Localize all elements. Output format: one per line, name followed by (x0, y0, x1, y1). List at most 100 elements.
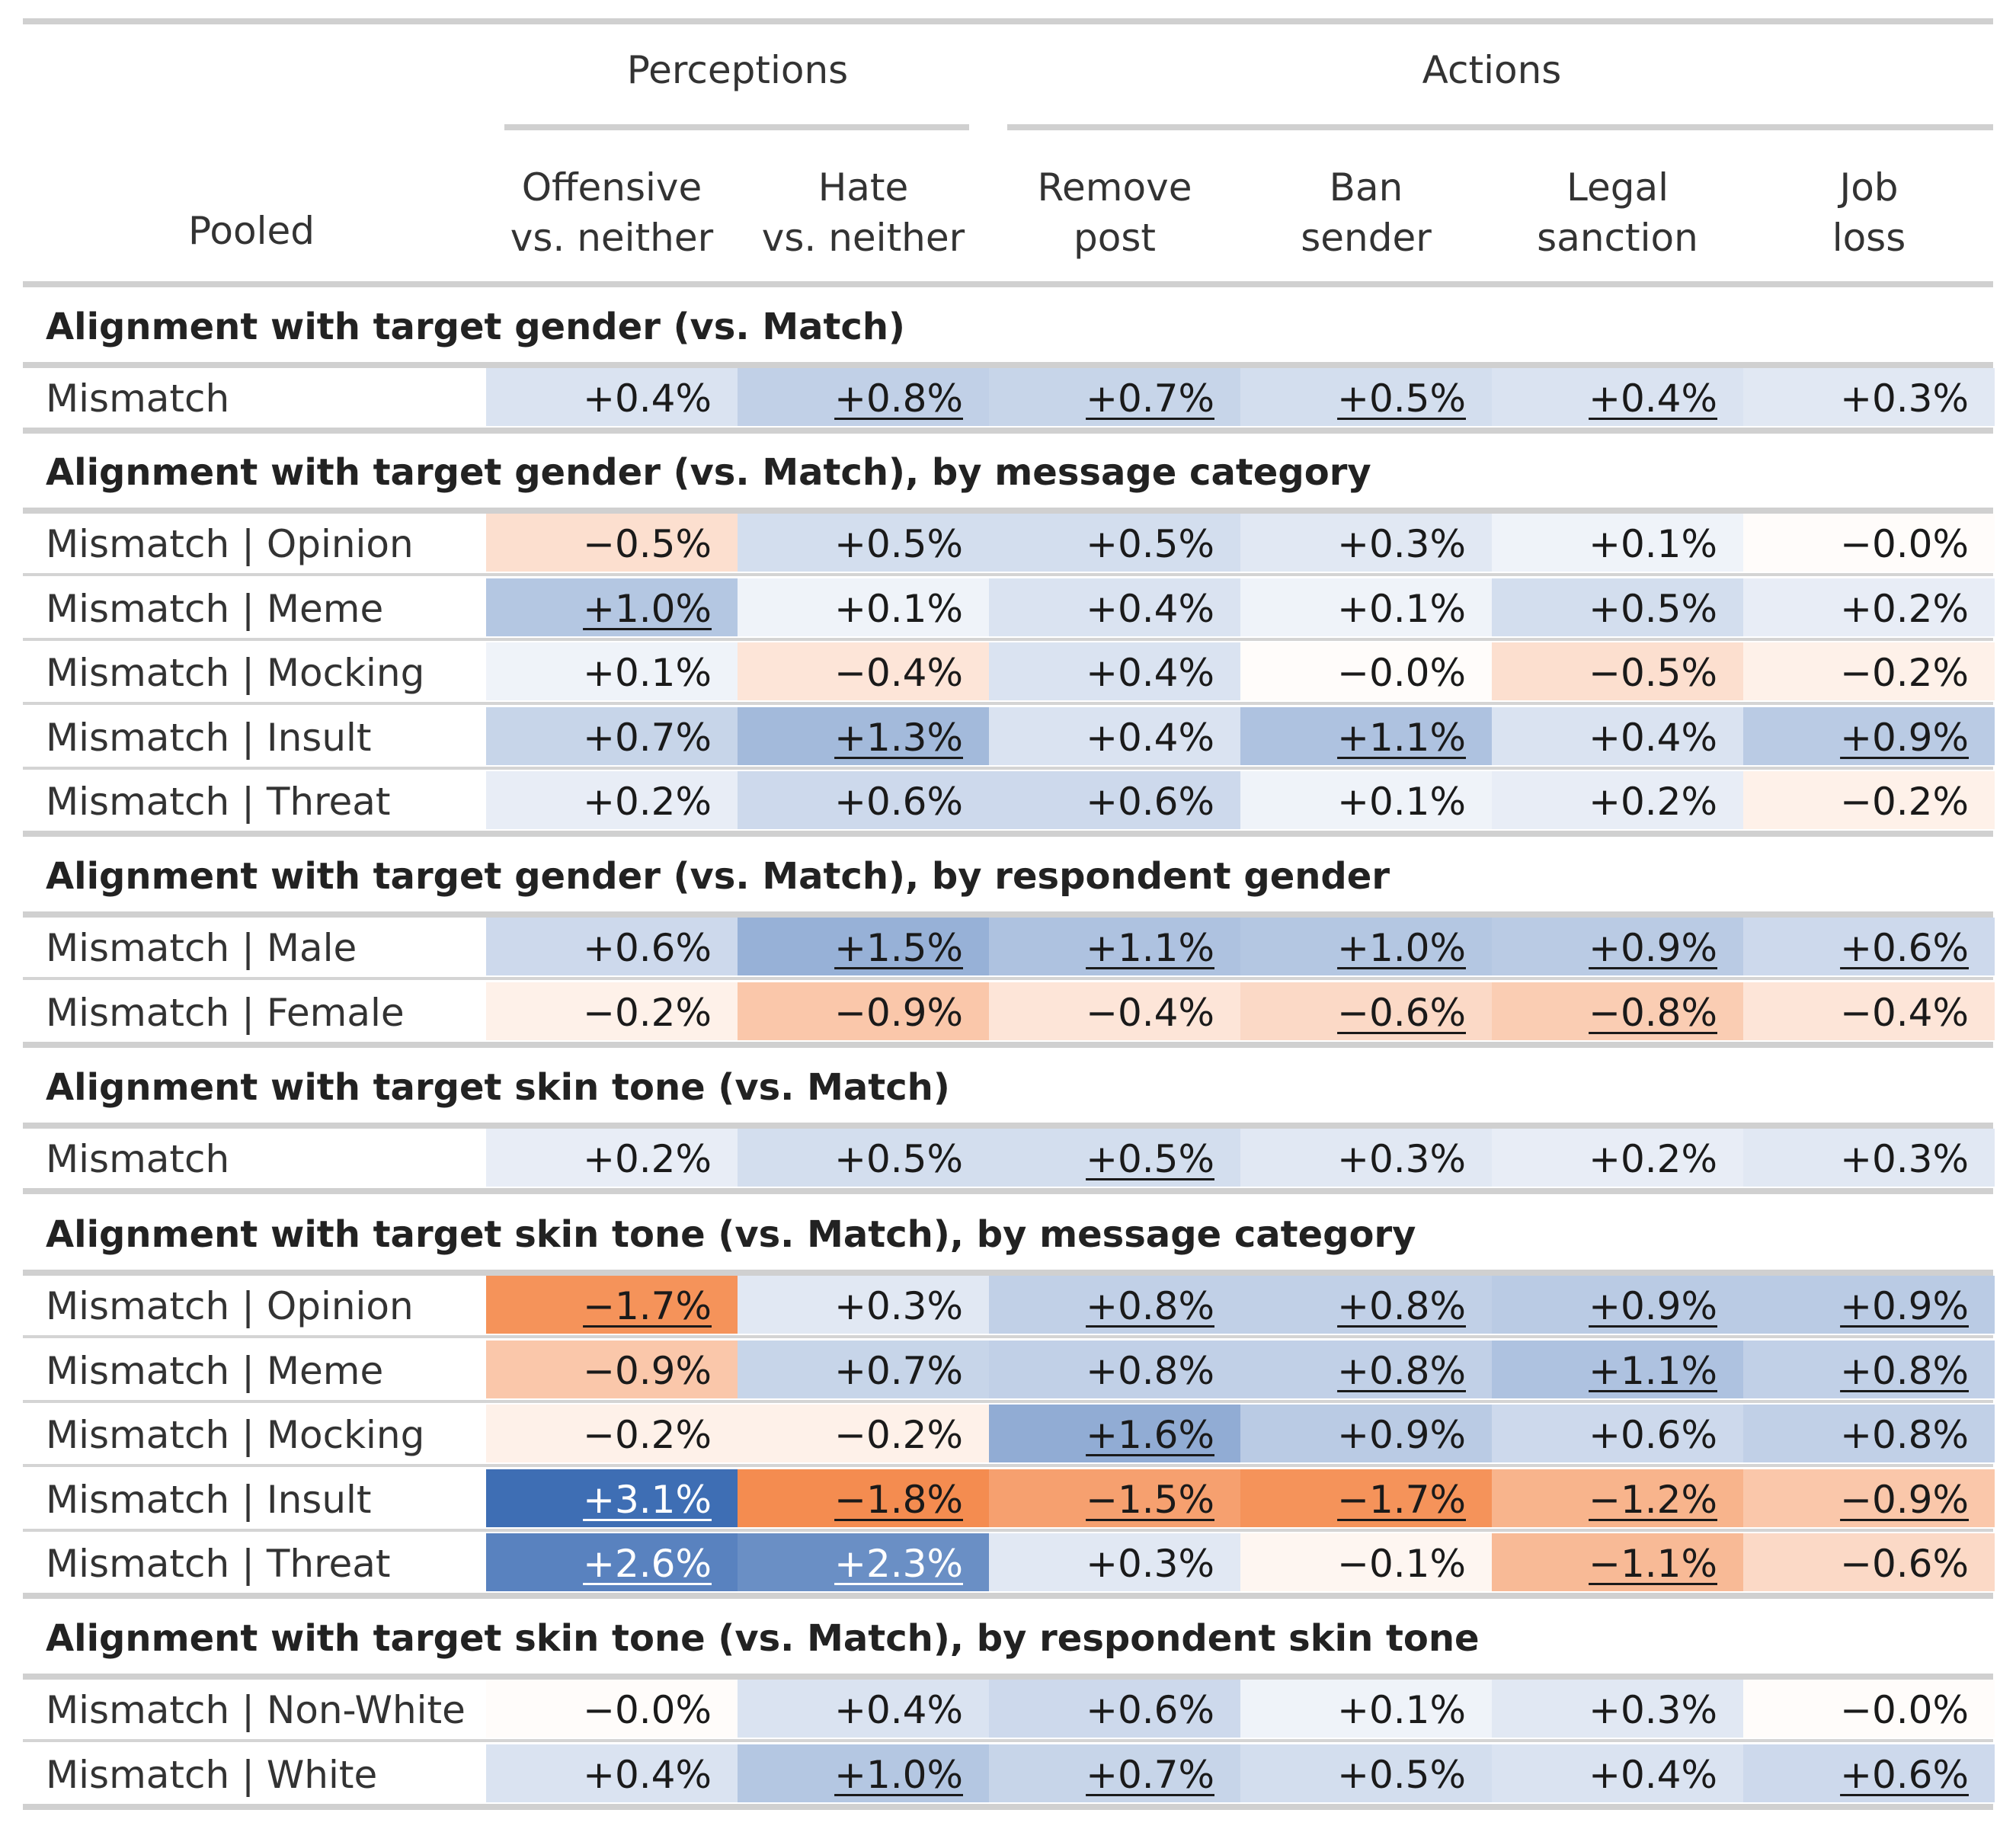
value-cell: +0.6% (738, 771, 989, 829)
row-label: Mismatch | Mocking (46, 1413, 425, 1457)
header-bottom-rule (23, 281, 1993, 287)
group-header-actions: Actions (1422, 48, 1562, 92)
value-cell: +0.9% (1743, 706, 1995, 765)
row-separator (23, 1464, 1993, 1467)
value-cell: +0.3% (1743, 368, 1995, 426)
value-cell: +0.4% (486, 368, 738, 426)
section-bottom-rule (23, 1803, 1993, 1810)
value-cell: +0.1% (1240, 1680, 1492, 1738)
row-label: Mismatch (46, 1137, 230, 1181)
value-cell: +0.8% (1743, 1340, 1995, 1398)
row-label: Mismatch | Female (46, 990, 405, 1035)
value-cell: +0.6% (1492, 1405, 1743, 1462)
value-cell: −0.2% (486, 982, 738, 1040)
value-cell: +0.4% (1492, 706, 1743, 765)
value-cell: +0.6% (1743, 918, 1995, 975)
row-separator (23, 1335, 1993, 1338)
section-rule (23, 508, 1993, 514)
column-header: Legal sanction (1537, 165, 1698, 260)
section-rule (23, 1674, 1993, 1680)
value-cell: +0.5% (1492, 578, 1743, 636)
value-cell: −0.2% (1743, 771, 1995, 829)
group-spanner-rule (1007, 124, 1993, 130)
row-label-header: Pooled (188, 209, 315, 253)
value-cell: +1.6% (989, 1405, 1240, 1462)
value-cell: −0.2% (486, 1405, 738, 1462)
value-cell: +0.4% (486, 1744, 738, 1802)
row-label: Mismatch | Meme (46, 586, 384, 631)
value-cell: +1.1% (1240, 706, 1492, 765)
value-cell: −0.4% (1743, 982, 1995, 1040)
value-cell: +0.6% (1743, 1744, 1995, 1802)
value-cell: +1.3% (738, 706, 989, 765)
row-separator (23, 573, 1993, 576)
section-bottom-rule (23, 831, 1993, 837)
section-bottom-rule (23, 1188, 1993, 1194)
section-title: Alignment with target gender (vs. Match)… (46, 855, 1390, 898)
value-cell: +0.2% (486, 1129, 738, 1187)
section-rule (23, 911, 1993, 918)
value-cell: +0.6% (989, 771, 1240, 829)
value-cell: +0.7% (989, 1744, 1240, 1802)
value-cell: +0.1% (1240, 578, 1492, 636)
value-cell: +1.0% (1240, 918, 1492, 975)
section-bottom-rule (23, 1593, 1993, 1599)
row-label: Mismatch | Opinion (46, 1284, 414, 1328)
value-cell: −0.4% (738, 642, 989, 700)
value-cell: +0.7% (738, 1340, 989, 1398)
row-label: Mismatch | Threat (46, 1542, 391, 1586)
value-cell: −0.0% (1743, 514, 1995, 572)
value-cell: +0.7% (486, 706, 738, 765)
row-separator (23, 766, 1993, 770)
value-cell: +1.0% (738, 1744, 989, 1802)
section-title: Alignment with target skin tone (vs. Mat… (46, 1213, 1416, 1256)
value-cell: +0.2% (1492, 771, 1743, 829)
row-label: Mismatch | Male (46, 926, 357, 970)
value-cell: −0.5% (1492, 642, 1743, 700)
row-label: Mismatch | Insult (46, 1477, 372, 1522)
column-header: Hate vs. neither (761, 165, 965, 260)
value-cell: +0.4% (989, 706, 1240, 765)
value-cell: +0.8% (1743, 1405, 1995, 1462)
value-cell: −1.7% (1240, 1469, 1492, 1527)
value-cell: −1.1% (1492, 1533, 1743, 1591)
value-cell: +0.3% (1240, 1129, 1492, 1187)
value-cell: +0.3% (738, 1276, 989, 1334)
row-separator (23, 637, 1993, 641)
row-separator (23, 977, 1993, 980)
value-cell: −0.2% (1743, 642, 1995, 700)
value-cell: +0.9% (1743, 1276, 1995, 1334)
value-cell: −0.5% (486, 514, 738, 572)
value-cell: −0.8% (1492, 982, 1743, 1040)
value-cell: −0.0% (486, 1680, 738, 1738)
top-rule (23, 18, 1993, 24)
value-cell: +0.3% (1492, 1680, 1743, 1738)
section-rule (23, 1270, 1993, 1276)
value-cell: +0.6% (486, 918, 738, 975)
row-separator (23, 702, 1993, 705)
value-cell: −1.2% (1492, 1469, 1743, 1527)
value-cell: +2.6% (486, 1533, 738, 1591)
row-label: Mismatch | Mocking (46, 651, 425, 695)
value-cell: +0.4% (738, 1680, 989, 1738)
column-header: Remove post (1037, 165, 1192, 260)
value-cell: −0.0% (1240, 642, 1492, 700)
value-cell: +0.9% (1492, 1276, 1743, 1334)
value-cell: +0.3% (1240, 514, 1492, 572)
value-cell: −0.6% (1240, 982, 1492, 1040)
value-cell: +3.1% (486, 1469, 738, 1527)
value-cell: +0.2% (1492, 1129, 1743, 1187)
value-cell: −0.6% (1743, 1533, 1995, 1591)
value-cell: +0.8% (989, 1340, 1240, 1398)
value-cell: +0.5% (738, 514, 989, 572)
section-title: Alignment with target gender (vs. Match)… (46, 451, 1371, 494)
value-cell: +0.9% (1240, 1405, 1492, 1462)
value-cell: +0.1% (486, 642, 738, 700)
value-cell: −1.8% (738, 1469, 989, 1527)
value-cell: +0.4% (1492, 1744, 1743, 1802)
value-cell: +0.2% (486, 771, 738, 829)
value-cell: +0.1% (738, 578, 989, 636)
value-cell: +0.8% (1240, 1340, 1492, 1398)
row-label: Mismatch | Opinion (46, 522, 414, 566)
